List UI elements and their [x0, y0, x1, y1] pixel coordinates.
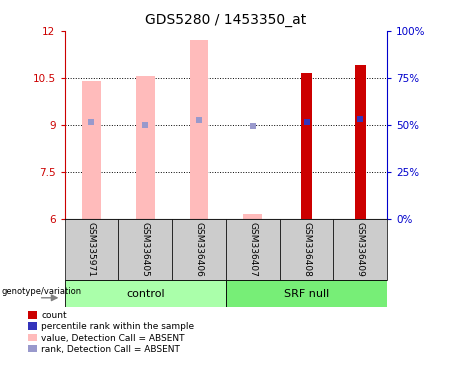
Bar	[226, 280, 387, 307]
Text: control: control	[126, 289, 165, 299]
Bar	[355, 65, 366, 219]
Text: SRF null: SRF null	[284, 289, 329, 299]
Bar	[172, 219, 226, 280]
Bar	[82, 81, 101, 219]
Text: GSM336408: GSM336408	[302, 222, 311, 277]
Text: GSM335971: GSM335971	[87, 222, 96, 277]
Bar	[189, 40, 208, 219]
Bar	[226, 219, 280, 280]
Bar	[118, 219, 172, 280]
Text: GSM336405: GSM336405	[141, 222, 150, 277]
Bar	[333, 219, 387, 280]
Bar	[136, 76, 154, 219]
Text: genotype/variation: genotype/variation	[1, 287, 82, 296]
Title: GDS5280 / 1453350_at: GDS5280 / 1453350_at	[145, 13, 307, 27]
Bar	[65, 280, 226, 307]
Text: GSM336406: GSM336406	[195, 222, 203, 277]
Bar	[280, 219, 333, 280]
Bar	[243, 214, 262, 219]
Text: GSM336409: GSM336409	[356, 222, 365, 277]
Legend: count, percentile rank within the sample, value, Detection Call = ABSENT, rank, : count, percentile rank within the sample…	[28, 311, 195, 354]
Text: GSM336407: GSM336407	[248, 222, 257, 277]
Bar	[301, 73, 312, 219]
Bar	[65, 219, 118, 280]
